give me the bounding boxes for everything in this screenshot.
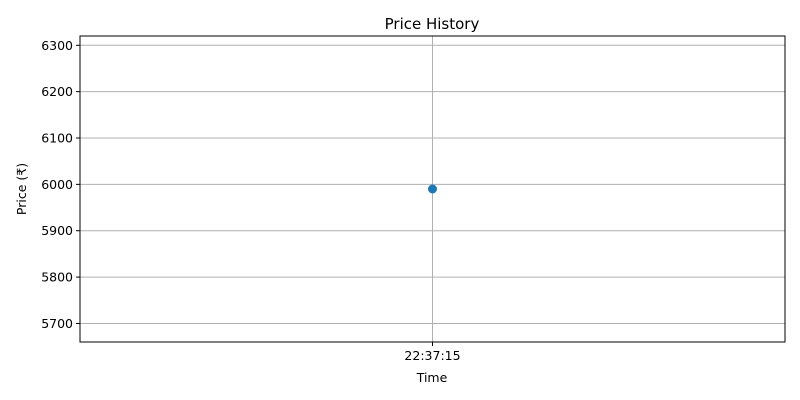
y-tick-label-0: 5700 xyxy=(41,316,73,331)
y-tick-label-1: 5800 xyxy=(41,270,73,285)
chart-title: Price History xyxy=(385,15,480,33)
y-axis-ticks: 5700 5800 5900 6000 6100 6200 6300 xyxy=(41,38,80,331)
y-axis-label: Price (₹) xyxy=(14,163,29,215)
y-tick-label-2: 5900 xyxy=(41,223,73,238)
x-axis-ticks: 22:37:15 xyxy=(404,342,461,363)
y-tick-label-3: 6000 xyxy=(41,177,73,192)
data-point-0-0 xyxy=(428,184,437,194)
x-tick-label-0: 22:37:15 xyxy=(404,348,460,363)
y-tick-label-5: 6200 xyxy=(41,84,73,99)
y-tick-label-4: 6100 xyxy=(41,131,73,146)
x-axis-label: Time xyxy=(416,370,448,385)
series-group xyxy=(428,184,437,194)
y-tick-label-6: 6300 xyxy=(41,38,73,53)
